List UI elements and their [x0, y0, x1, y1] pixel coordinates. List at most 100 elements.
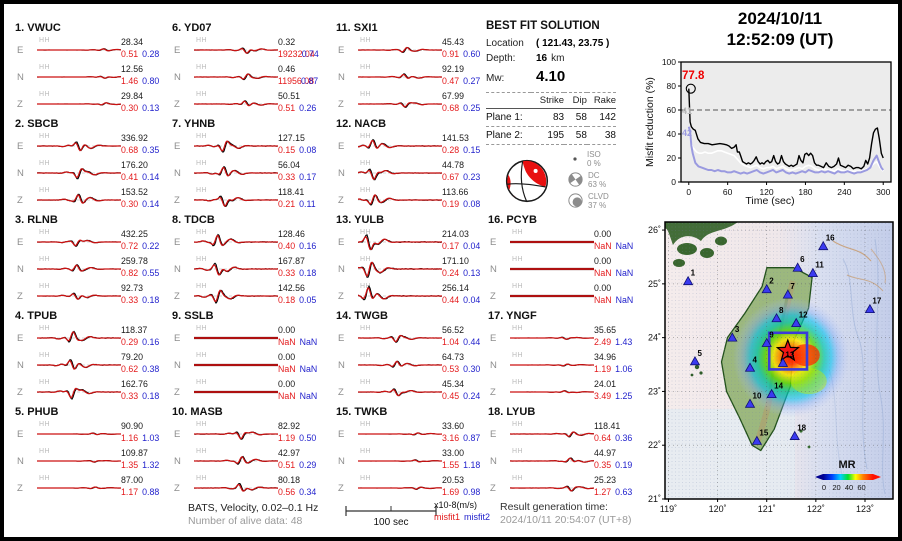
misfit2-value: 0.05: [299, 294, 317, 305]
misfit2-value: 0.50: [299, 432, 317, 443]
waveform-trace: [358, 194, 442, 206]
svg-text:120: 120: [759, 187, 773, 197]
misfit2-value: 0.36: [615, 432, 633, 443]
waveform-trace: [194, 73, 278, 81]
channel-label: HH: [39, 64, 51, 71]
location-label: Location: [486, 38, 524, 49]
channel-label: HH: [512, 421, 524, 428]
misfit2-value: 0.27: [463, 75, 481, 86]
station-block-MASB: 10. MASB E HH 82.92 1.19 0.50 N HH 42.97 0.51 0.29…: [172, 406, 326, 500]
misfit1-value: 1.16: [121, 432, 139, 443]
channel-label: HH: [196, 91, 208, 98]
misfit1-value: 0.28: [442, 144, 460, 155]
component-label: Z: [338, 387, 344, 398]
waveform-trace: [37, 193, 121, 204]
mr-colorbar: [823, 474, 873, 480]
mw-value: 4.10: [536, 68, 566, 85]
misfit2-value: 0.18: [142, 390, 160, 401]
misfit1-value: 0.51: [278, 102, 296, 113]
trace-row-LYUB-E: E HH 118.41 0.64 0.36: [488, 420, 642, 447]
waveform-trace: [37, 486, 121, 490]
station-number-4: 4: [753, 355, 758, 364]
amplitude-value: 45.34: [442, 379, 465, 389]
trace-row-VWUC-N: N HH 12.56 1.46 0.80: [15, 63, 169, 90]
clvd-row: CLVD 37 %: [568, 190, 628, 211]
station-title: 8. TDCB: [172, 214, 215, 226]
channel-label: HH: [512, 229, 524, 236]
channel-label: HH: [39, 475, 51, 482]
trace-row-TWGB-Z: Z HH 45.34 0.45 0.24: [336, 378, 490, 405]
blue-trace-label: 42: [682, 128, 692, 138]
station-title: 2. SBCB: [15, 118, 59, 130]
nodal-planes-header: Strike Dip Rake: [486, 92, 616, 109]
component-label: Z: [174, 195, 180, 206]
misfit1-value: 1.27: [594, 486, 612, 497]
mechanism-decomposition: ISO 0 % DC 63 %: [568, 148, 628, 211]
trace-row-TPUB-E: E HH 118.37 0.29 0.16: [15, 324, 169, 351]
amplitude-value: 56.52: [442, 325, 465, 335]
channel-label: HH: [360, 448, 372, 455]
clvd-icon: [568, 193, 583, 208]
station-marker-16: [818, 240, 829, 251]
misfit2-value: 0.14: [142, 198, 160, 209]
amplitude-value: 29.84: [121, 91, 144, 101]
misfit2-value: 0.55: [142, 267, 160, 278]
lat-label: 23˚: [648, 386, 661, 396]
waveform-trace: [194, 47, 278, 55]
svg-text:60: 60: [667, 105, 677, 115]
lat-label: 21˚: [648, 494, 661, 504]
misfit2-value: 0.28: [142, 48, 160, 59]
misfit1-value: 3.49: [594, 390, 612, 401]
amplitude-value: 50.51: [278, 91, 301, 101]
component-label: N: [174, 360, 181, 371]
component-label: N: [17, 264, 24, 275]
misfit1-value: 0.33: [278, 267, 296, 278]
waveform-trace: [194, 195, 278, 208]
svg-text:40: 40: [845, 483, 853, 492]
misfit1-value: 1.69: [442, 486, 460, 497]
station-block-SXI1: 11. SXI1 E HH 45.43 0.91 0.60 N HH 92.19 0.47 0.27…: [336, 22, 490, 116]
misfit2-value: 0.08: [463, 198, 481, 209]
amplitude-value: 432.25: [121, 229, 148, 239]
channel-label: HH: [196, 448, 208, 455]
channel-label: HH: [360, 352, 372, 359]
svg-text:0: 0: [686, 187, 691, 197]
amplitude-value: 28.34: [121, 37, 144, 47]
trace-row-VWUC-Z: Z HH 29.84 0.30 0.13: [15, 90, 169, 117]
channel-label: HH: [196, 64, 208, 71]
channel-label: HH: [39, 229, 51, 236]
trace-row-MASB-N: N HH 42.97 0.51 0.29: [172, 447, 326, 474]
station-marker-12: [791, 317, 802, 328]
origin-time: 12:52:09 (UT): [726, 30, 834, 49]
channel-label: HH: [39, 352, 51, 359]
channel-label: HH: [360, 475, 372, 482]
waveform-trace: [358, 360, 442, 368]
station-number-6: 6: [800, 255, 805, 264]
station-title: 1. VWUC: [15, 22, 61, 34]
lon-label: 121˚: [758, 504, 776, 514]
channel-label: HH: [196, 133, 208, 140]
waveform-trace: [37, 459, 121, 463]
misfit1-value: 1.19: [278, 432, 296, 443]
waveform-trace: [510, 294, 594, 298]
amplitude-value: 33.00: [442, 448, 465, 458]
amplitude-value: 79.20: [121, 352, 144, 362]
station-title: 16. PCYB: [488, 214, 537, 226]
amplitude-value: 0.00: [594, 256, 612, 266]
clvd-label: CLVD: [588, 191, 609, 201]
channel-label: HH: [196, 256, 208, 263]
amplitude-value: 0.00: [594, 229, 612, 239]
station-marker-14: [766, 388, 777, 399]
misfit1-value: NaN: [278, 363, 296, 374]
waveform-trace: [194, 363, 278, 367]
channel-label: HH: [360, 133, 372, 140]
channel-label: HH: [39, 187, 51, 194]
component-label: E: [174, 333, 181, 344]
trace-row-YD07-Z: Z HH 50.51 0.51 0.26: [172, 90, 326, 117]
component-label: E: [490, 429, 497, 440]
trace-row-MASB-E: E HH 82.92 1.19 0.50: [172, 420, 326, 447]
channel-label: HH: [196, 352, 208, 359]
amplitude-value: 142.56: [278, 283, 305, 293]
trace-row-YULB-Z: Z HH 256.14 0.44 0.04: [336, 282, 490, 309]
misfit1-value: 0.62: [121, 363, 139, 374]
